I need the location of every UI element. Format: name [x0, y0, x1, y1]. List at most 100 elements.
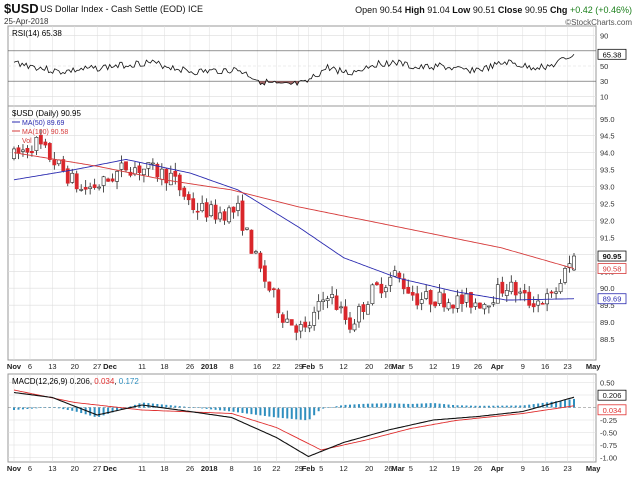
macd-x-tick: 26: [186, 464, 194, 473]
low-value: 90.51: [472, 5, 496, 15]
macd-hist-bar: [210, 407, 213, 410]
macd-hist-bar: [304, 407, 307, 421]
quote-summary: Open 90.54 High 91.04 Low 90.51 Close 90…: [355, 5, 632, 15]
candle: [500, 281, 505, 294]
price-y-tick: 88.5: [600, 335, 615, 344]
candle: [191, 198, 196, 210]
candle: [415, 293, 420, 306]
candle: [374, 282, 379, 286]
macd-hist-bar: [402, 403, 405, 408]
candle: [204, 202, 209, 218]
price-y-tick: 92.5: [600, 200, 615, 209]
macd-hist-bar: [313, 407, 316, 416]
candle: [348, 317, 352, 330]
macd-hist-bar: [44, 407, 47, 408]
macd-hist-bar: [228, 407, 231, 412]
macd-panel-frame: [7, 373, 597, 463]
candle: [231, 206, 236, 213]
candle: [267, 281, 272, 291]
price-x-tick: 12: [339, 362, 347, 371]
quote-date: 25-Apr-2018: [4, 17, 49, 26]
candle: [16, 147, 21, 154]
candle: [531, 303, 536, 308]
macd-hist-bar: [165, 404, 168, 408]
price-y-tick: 91.5: [600, 233, 615, 242]
macd-hist-bar: [26, 407, 29, 409]
macd-x-tick: Apr: [491, 464, 504, 473]
close-label: Close: [497, 5, 523, 15]
macd-y-tick: -0.50: [600, 429, 617, 438]
candle: [424, 291, 429, 299]
candle: [222, 211, 227, 221]
grid-layer: [8, 26, 596, 462]
macd-hist-bar: [21, 407, 24, 410]
macd-x-tick: 6: [28, 464, 32, 473]
macd-x-tick: 20: [365, 464, 373, 473]
candle: [173, 170, 178, 177]
macd-hist-bar: [48, 407, 51, 408]
macd-hist-bar: [111, 407, 114, 413]
price-x-tick: 5: [319, 362, 323, 371]
macd-hist-bar: [205, 407, 208, 409]
macd-hist-bar: [371, 403, 374, 408]
macd-hist-bar: [438, 403, 441, 408]
candle: [330, 294, 334, 298]
candle: [437, 291, 442, 304]
candle: [61, 159, 66, 172]
rsi-panel-frame: [7, 25, 597, 107]
macd-x-tick: 12: [339, 464, 347, 473]
price-y-tick: 89.5: [600, 301, 615, 310]
candle: [392, 270, 397, 277]
instrument-name: US Dollar Index - Cash Settle (EOD) ICE: [40, 4, 204, 14]
macd-hist-bar: [429, 403, 432, 408]
macd-hist-bar: [411, 403, 414, 408]
macd-hist-bar: [237, 407, 239, 413]
macd-hist-bar: [183, 406, 186, 408]
price-x-tick: 18: [160, 362, 168, 371]
candle: [428, 290, 433, 305]
macd-x-tick: May: [586, 464, 601, 473]
candle: [25, 147, 30, 153]
candle: [119, 162, 124, 170]
open-label: Open: [355, 5, 378, 15]
macd-hist-bar: [160, 404, 163, 408]
macd-hist-bar: [456, 405, 459, 408]
candle: [410, 292, 415, 296]
rsi-badge: 65.38: [603, 50, 622, 59]
candle: [276, 289, 281, 314]
chg-label: Chg: [549, 5, 568, 15]
price-x-tick: 26: [474, 362, 482, 371]
price-plot: [12, 129, 576, 341]
price-x-tick: 29: [295, 362, 303, 371]
candle: [186, 194, 191, 201]
macd-y-tick: -0.75: [600, 441, 617, 450]
price-x-tick: 16: [541, 362, 549, 371]
candle: [486, 305, 491, 308]
macd-hist-bar: [254, 407, 257, 415]
candle: [504, 290, 509, 296]
candle: [451, 304, 455, 309]
macd-hist-bar: [420, 403, 423, 408]
candle: [262, 265, 267, 282]
price-x-tick: 26: [384, 362, 392, 371]
candle: [343, 306, 348, 320]
macd-hist-bar: [219, 407, 222, 411]
macd-hist-bar: [340, 405, 343, 408]
candle: [495, 284, 500, 304]
price-panel-frame: [7, 105, 597, 361]
macd-hist-bar: [461, 405, 463, 408]
candle: [218, 212, 222, 220]
macd-hist-bar: [250, 407, 253, 415]
macd-x-tick: 5: [319, 464, 323, 473]
macd-hist-bar: [326, 407, 329, 408]
price-y-tick: 93.0: [600, 183, 615, 192]
candle: [316, 301, 321, 312]
macd-hist-bar: [263, 407, 266, 416]
macd-x-tick: 5: [409, 464, 413, 473]
low-label: Low: [452, 5, 471, 15]
candle: [200, 202, 205, 212]
price-x-tick: 16: [253, 362, 261, 371]
candle: [339, 306, 343, 309]
candle: [298, 324, 303, 332]
